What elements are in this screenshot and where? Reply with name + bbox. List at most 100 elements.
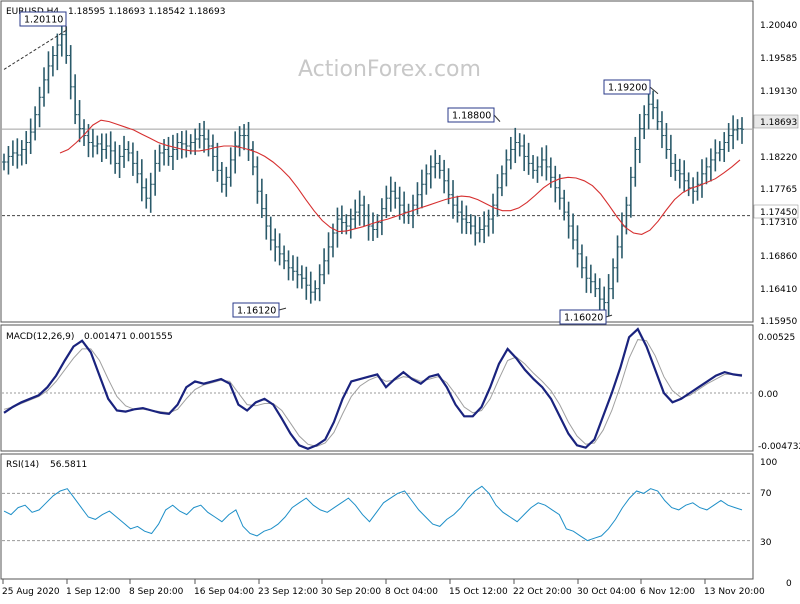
price-bar (655, 99, 660, 130)
time-axis-label: 1 Sep 12:00 (66, 587, 121, 597)
price-bar (362, 195, 367, 227)
price-axis-tick: 1.16410 (760, 285, 797, 295)
annotation-box (447, 107, 495, 123)
macd-axis-tick: 0.00 (758, 390, 778, 400)
price-bar (233, 131, 238, 174)
price-bar (24, 131, 29, 165)
price-bar (442, 159, 447, 194)
price-bar (562, 189, 567, 221)
price-bar (64, 26, 69, 64)
price-bar (153, 149, 158, 196)
price-bar (668, 134, 673, 177)
macd-pane-frame (0, 324, 754, 452)
price-bar (486, 209, 491, 237)
rsi-axis-tick: 30 (760, 538, 772, 548)
price-bar (593, 273, 598, 298)
price-bar (144, 178, 149, 209)
macd-axis-tick: 0.00525 (758, 333, 795, 343)
price-bar (428, 155, 433, 189)
price-bar (717, 141, 722, 162)
price-bar (322, 248, 327, 285)
price-bar (651, 90, 656, 120)
price-bar (170, 134, 175, 171)
price-axis-tick: 1.18693 (760, 118, 797, 128)
price-bar (659, 111, 664, 149)
price-bar (433, 149, 438, 179)
price-bar (495, 174, 500, 217)
price-bar (95, 135, 100, 155)
price-bar (539, 147, 544, 177)
price-bar (579, 244, 584, 279)
price-bar (282, 245, 287, 270)
price-bar (673, 153, 678, 181)
price-bar (708, 148, 713, 182)
price-bar (55, 33, 60, 71)
annotation-label: 1.16120 (237, 306, 276, 317)
macd-axis-tick: -0.004732 (758, 442, 800, 452)
price-bar (628, 166, 633, 218)
price-bar (148, 172, 153, 213)
price-bar (308, 271, 313, 304)
price-bar (326, 232, 331, 275)
price-bar (704, 157, 709, 185)
price-bar (264, 194, 269, 240)
price-bar (130, 142, 135, 176)
macd-line (3, 327, 743, 450)
price-bar (393, 181, 398, 209)
price-bar (28, 118, 33, 154)
price-layer: 1.20110 1.19200 1.18800 1.16120 1.16020 (2, 11, 752, 325)
price-bar (682, 160, 687, 193)
price-axis-marker (753, 114, 799, 129)
price-bar (295, 256, 300, 289)
price-axis-tick: 1.18220 (760, 153, 797, 163)
annotation-label: 1.19200 (608, 83, 647, 94)
price-bar (731, 115, 736, 150)
price-bar (366, 204, 371, 241)
price-bar (237, 126, 242, 157)
price-bar (135, 150, 140, 184)
price-bar (50, 46, 55, 77)
price-pane-frame (0, 0, 754, 323)
price-bar (419, 169, 424, 209)
price-annotation: 1.19200 (603, 79, 659, 95)
price-bar (46, 51, 51, 94)
price-bar (508, 136, 513, 170)
price-axis-tick: 1.19130 (760, 87, 797, 97)
annotation-label: 1.16020 (564, 313, 603, 324)
price-bar (619, 212, 624, 259)
price-axis-tick: 1.19585 (760, 54, 797, 64)
price-bar (699, 159, 704, 198)
price-bar (42, 67, 47, 107)
price-bar (411, 194, 416, 229)
time-axis-label: 6 Nov 12:00 (640, 587, 695, 597)
price-axis-tick: 1.20040 (760, 21, 797, 31)
price-bar (162, 139, 167, 166)
macd-pane-title: MACD(12,26,9) (6, 332, 74, 342)
price-bar (224, 166, 229, 197)
annotation-leader (278, 307, 287, 311)
time-axis-label: 13 Nov 20:00 (704, 587, 765, 597)
price-bar (68, 45, 73, 100)
price-bar (468, 214, 473, 235)
price-bar (455, 195, 460, 223)
annotation-label: 1.18800 (452, 111, 491, 122)
price-bar (397, 186, 402, 220)
price-bar (482, 211, 487, 244)
price-bar (33, 106, 38, 141)
price-annotation: 1.16020 (559, 309, 613, 325)
price-bar (317, 264, 322, 302)
price-bar (77, 100, 82, 143)
rsi-pane-frame (0, 453, 754, 580)
price-bar (299, 265, 304, 289)
price-bar (491, 193, 496, 234)
price-axis-tick: 1.16860 (760, 252, 797, 262)
price-bar (371, 212, 375, 241)
price-bar (571, 213, 576, 250)
price-bar (526, 142, 531, 175)
price-bar (575, 225, 580, 268)
price-bar (117, 144, 122, 179)
price-bar (513, 127, 518, 164)
price-bar (446, 168, 451, 205)
macd-signal-line (3, 339, 742, 448)
